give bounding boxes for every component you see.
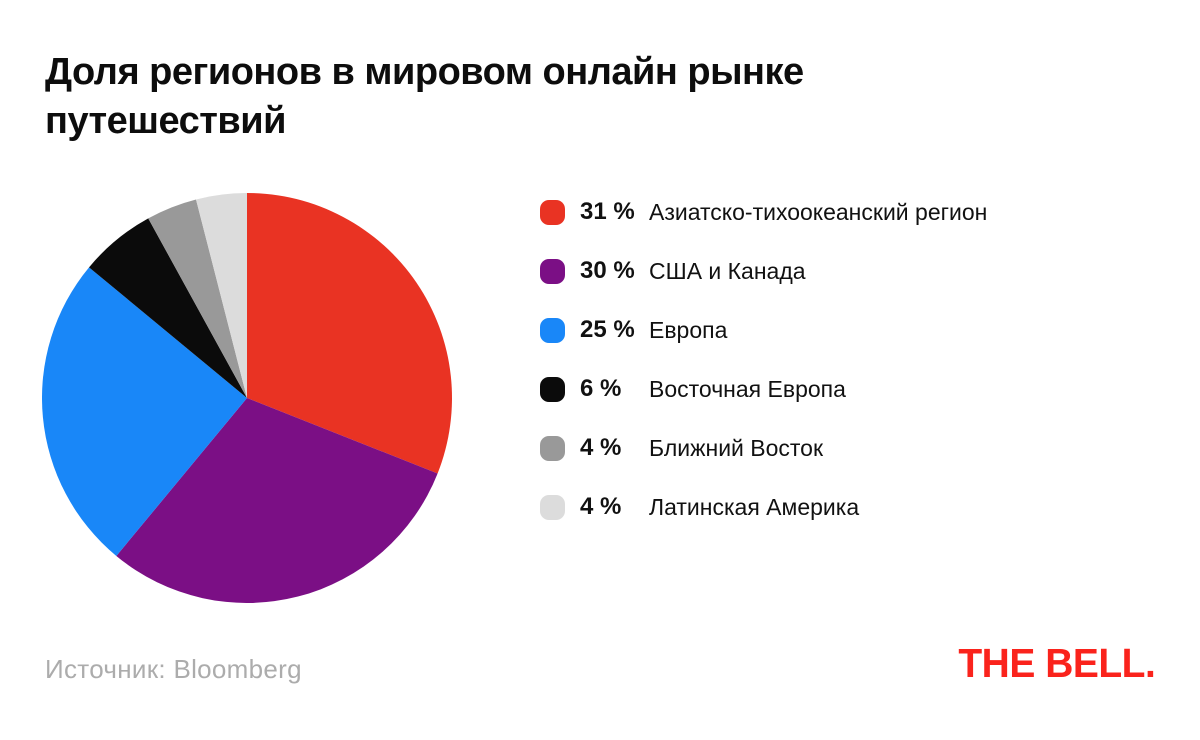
legend-swatch	[540, 199, 565, 225]
legend-swatch	[540, 435, 565, 461]
pie-slice-2	[41, 267, 247, 556]
legend-label: Латинская Америка	[649, 493, 860, 520]
legend-swatch	[540, 258, 565, 284]
page-title: Доля регионов в мировом онлайн рынке пут…	[45, 51, 804, 142]
legend-label: Ближний Восток	[649, 434, 824, 461]
legend-label: США и Канада	[649, 257, 806, 284]
legend-percent: 6 %	[580, 375, 622, 402]
pie-slice-3	[89, 218, 247, 398]
legend-item: 4 % Латинская Америка	[540, 493, 987, 520]
legend-label: Азиатско-тихоокеанский регион	[649, 198, 988, 225]
legend-item: 6 % Восточная Европа	[540, 375, 987, 402]
legend-swatch	[540, 376, 565, 402]
pie-chart	[41, 193, 452, 604]
legend-percent: 25 %	[580, 316, 635, 343]
pie-slice-1	[116, 398, 438, 604]
legend-percent: 31 %	[580, 198, 635, 225]
legend-item: 4 % Ближний Восток	[540, 434, 987, 461]
legend-label: Восточная Европа	[649, 375, 846, 402]
legend-item: 25 % Европа	[540, 316, 987, 343]
the-bell-logo: THE BELL.	[958, 640, 1155, 686]
pie-slice-5	[196, 193, 247, 398]
chart-legend: 31 % Азиатско-тихоокеанский регион 30 % …	[540, 198, 988, 520]
legend-item: 30 % США и Канада	[540, 257, 987, 284]
legend-item: 31 % Азиатско-тихоокеанский регион	[540, 198, 988, 225]
pie-chart-container	[41, 193, 452, 604]
legend-swatch	[540, 317, 565, 343]
pie-slice-0	[247, 193, 452, 474]
source-credit: Источник: Bloomberg	[45, 654, 302, 684]
legend-swatch	[540, 494, 565, 520]
pie-slice-4	[148, 199, 247, 398]
legend-percent: 4 %	[580, 434, 622, 461]
legend-label: Европа	[649, 316, 728, 343]
legend-percent: 4 %	[580, 493, 622, 520]
legend-percent: 30 %	[580, 257, 635, 284]
